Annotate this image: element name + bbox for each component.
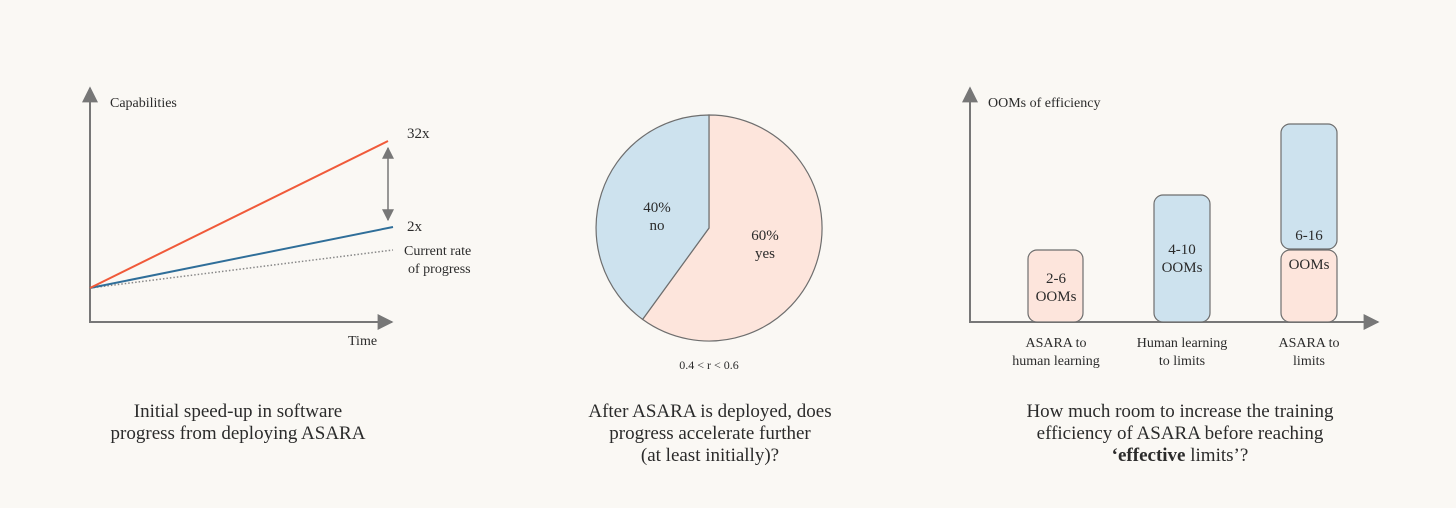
caption-bold-effective: effective xyxy=(1118,445,1186,466)
caption-speedup: Initial speed-up in software progress fr… xyxy=(60,401,416,445)
category-3-line1: ASARA to xyxy=(1278,336,1339,351)
caption-efficiency-line2: efficiency of ASARA before reaching xyxy=(1036,423,1324,444)
caption-open-quote: ‘ xyxy=(1111,445,1118,466)
category-1-line1: ASARA to xyxy=(1025,336,1086,351)
caption-pie-line1: After ASARA is deployed, does xyxy=(588,401,832,422)
label-2x: 2x xyxy=(407,219,423,235)
pie-no-label: no xyxy=(650,218,665,234)
caption-speedup-line2: progress from deploying ASARA xyxy=(110,423,366,444)
category-1-line2: human learning xyxy=(1012,354,1099,369)
bar2-unit: OOMs xyxy=(1162,260,1203,276)
panel-pie-chart: 40% no 60% yes 0.4 < r < 0.6 xyxy=(595,114,823,372)
category-2-line2: to limits xyxy=(1159,354,1205,369)
category-3-line2: limits xyxy=(1293,354,1325,369)
bar1-unit: OOMs xyxy=(1036,289,1077,305)
caption-pie-line3: (at least initially)? xyxy=(640,445,780,466)
bar-asara-to-human xyxy=(1027,249,1084,323)
category-2-line1: Human learning xyxy=(1137,336,1228,351)
caption-speedup-line1: Initial speed-up in software xyxy=(133,401,343,422)
current-rate-line xyxy=(89,249,394,289)
accelerated-32x-line xyxy=(89,140,389,289)
bar3-range: 6-16 xyxy=(1295,228,1323,244)
pie-range-note: 0.4 < r < 0.6 xyxy=(679,358,739,372)
current-rate-label-1: Current rate xyxy=(404,244,471,259)
pie-no-pct: 40% xyxy=(643,200,671,216)
caption-efficiency: How much room to increase the training e… xyxy=(965,401,1395,467)
current-rate-label-2: of progress xyxy=(408,262,471,277)
panel-speedup-chart: Capabilities Time 32x 2x Current rate of… xyxy=(82,86,471,349)
bar-human-to-limits xyxy=(1153,194,1211,323)
panel-efficiency-chart: OOMs of efficiency 2-6 OOMs 4-10 OOMs 6-… xyxy=(962,86,1380,369)
caption-pie: After ASARA is deployed, does progress a… xyxy=(540,401,880,467)
pie-yes-pct: 60% xyxy=(751,228,779,244)
y-axis-label: Capabilities xyxy=(110,96,177,111)
caption-efficiency-line1: How much room to increase the training xyxy=(1026,401,1334,422)
bar-asara-to-limits-pink xyxy=(1280,249,1338,323)
y-axis-label: OOMs of efficiency xyxy=(988,96,1101,111)
caption-efficiency-line3: ‘effective limits’? xyxy=(965,445,1395,467)
x-axis-label: Time xyxy=(348,334,377,349)
bar2-range: 4-10 xyxy=(1168,242,1196,258)
pie-slice-no xyxy=(595,114,710,321)
bar1-range: 2-6 xyxy=(1046,271,1066,287)
pie-yes-label: yes xyxy=(755,246,775,262)
bar3-unit: OOMs xyxy=(1289,257,1330,273)
caption-rest: limits’? xyxy=(1185,445,1249,466)
bar-asara-to-limits-blue xyxy=(1280,123,1338,250)
label-32x: 32x xyxy=(407,126,430,142)
pie-slice-yes xyxy=(641,114,823,342)
asara-2x-line xyxy=(89,226,394,289)
caption-pie-line2: progress accelerate further xyxy=(609,423,811,444)
